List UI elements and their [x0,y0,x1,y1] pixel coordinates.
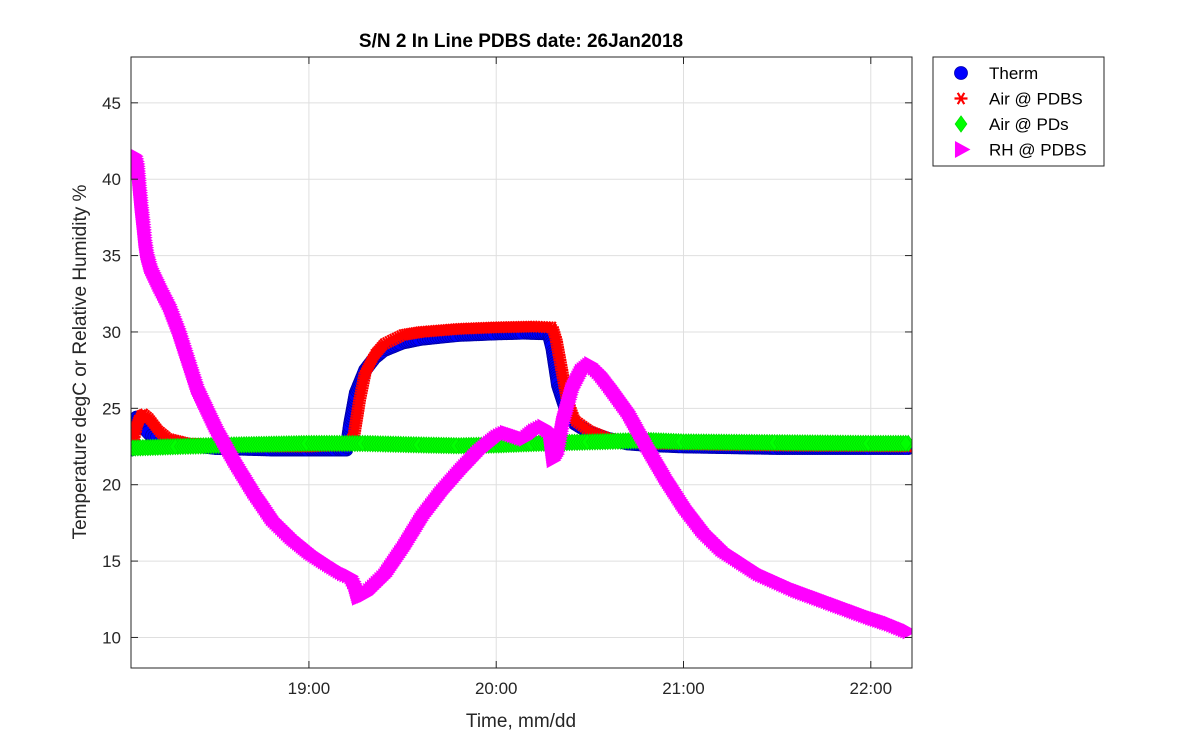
legend-label: Air @ PDBS [989,90,1083,109]
data-point [581,423,595,436]
legend-item: Air @ PDBS [954,90,1083,109]
data-point [151,423,165,436]
x-tick-label: 21:00 [662,679,705,698]
data-point [131,423,143,436]
x-tick-label: 22:00 [850,679,893,698]
legend-marker [954,115,968,133]
data-point [386,333,400,346]
series-4 [131,148,912,640]
data-point [384,334,398,347]
x-tick-label: 19:00 [288,679,331,698]
legend-item: Therm [954,64,1038,83]
data-point [543,321,557,334]
data-point [899,434,912,453]
legend-label: RH @ PDBS [989,141,1087,160]
legend-marker [954,92,968,105]
data-point [554,361,568,374]
plot-frame [130,56,913,669]
x-tick-label: 20:00 [475,679,518,698]
data-point [141,411,155,424]
legend-label: Therm [989,64,1038,83]
y-tick-label: 15 [102,552,121,571]
legend-marker [954,140,971,159]
y-tick-label: 10 [102,628,121,647]
chart-title: S/N 2 In Line PDBS date: 26Jan2018 [359,31,683,52]
data-point [352,397,366,410]
ticks: 19:00 20:00 21:00 22:00 10 15 20 25 30 35 40 45 [102,57,912,698]
plot-background [131,57,912,668]
y-axis-label: Temperature degC or Relative Humidity % [70,184,91,539]
data-point [382,335,396,349]
legend-item: RH @ PDBS [954,140,1087,160]
series-layer [131,148,912,640]
data-point [375,339,389,353]
x-axis-label: Time, mm/dd [466,711,576,732]
data-point [160,431,174,444]
data-point [548,330,562,344]
y-tick-label: 45 [102,94,121,113]
legend: Therm Air @ PDBS Air @ PDs RH @ PDBS [932,56,1105,167]
data-point [900,622,912,639]
legend-item: Air @ PDs [954,115,1069,134]
y-tick-label: 30 [102,323,121,342]
y-tick-label: 35 [102,247,121,266]
data-point [379,336,393,350]
data-point [393,329,407,343]
data-point [389,332,403,345]
legend-marker [954,66,968,80]
y-tick-label: 20 [102,476,121,495]
y-tick-label: 40 [102,170,121,189]
legend-label: Air @ PDs [989,115,1069,134]
data-point [391,331,405,344]
y-tick-label: 25 [102,399,121,418]
